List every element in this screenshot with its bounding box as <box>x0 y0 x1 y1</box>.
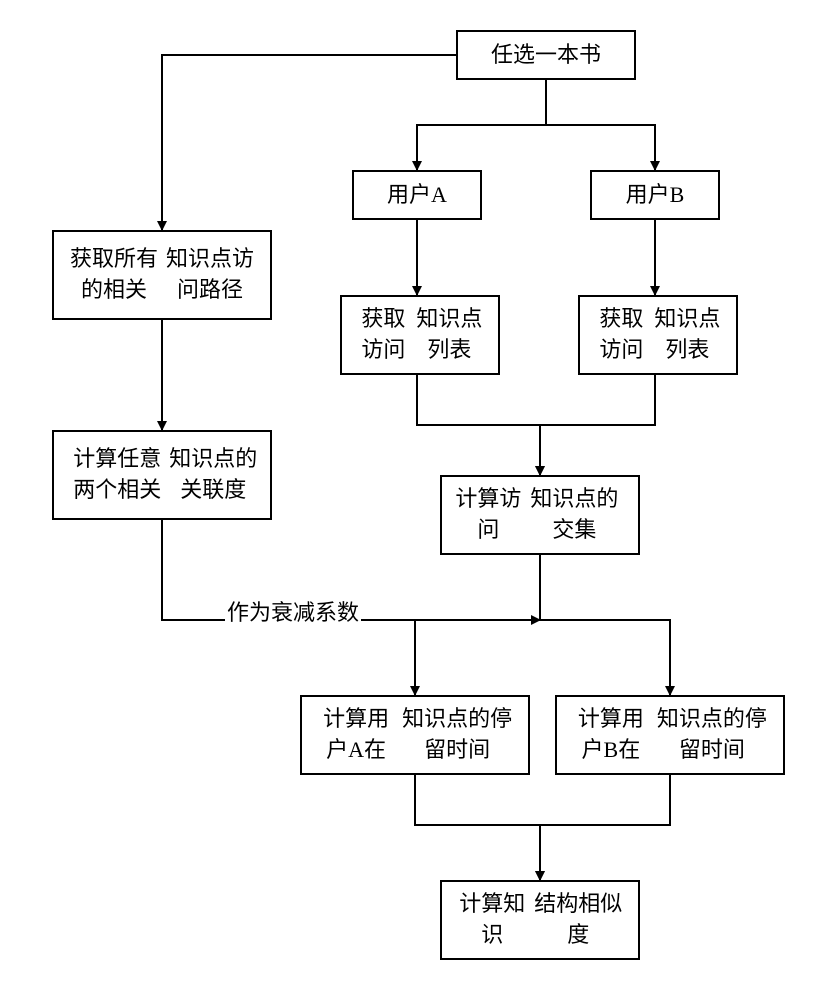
node-text: 计算知识 <box>454 889 530 951</box>
edge-start-user_b <box>546 80 655 170</box>
node-text: 知识点的交集 <box>523 484 626 546</box>
node-list_b: 获取访问知识点列表 <box>578 295 738 375</box>
node-get_paths: 获取所有的相关知识点访问路径 <box>52 230 272 320</box>
edge-dwell_b-similarity <box>540 775 670 880</box>
edge-start-user_a <box>417 80 546 170</box>
node-text: 知识点的停留时间 <box>653 704 771 766</box>
node-calc_relevance: 计算任意两个相关知识点的关联度 <box>52 430 272 520</box>
node-similarity: 计算知识结构相似度 <box>440 880 640 960</box>
node-intersection: 计算访问知识点的交集 <box>440 475 640 555</box>
node-text: 用户A <box>387 180 447 211</box>
node-text: 获取所有的相关 <box>66 244 162 306</box>
node-dwell_a: 计算用户A在知识点的停留时间 <box>300 695 530 775</box>
node-text: 知识点的关联度 <box>168 444 258 506</box>
node-text: 结构相似度 <box>530 889 626 951</box>
node-text: 知识点列表 <box>651 304 724 366</box>
node-text: 计算访问 <box>454 484 523 546</box>
edge-list_a-intersection <box>417 375 540 475</box>
edge-intersection-dwell_b <box>540 555 670 695</box>
node-text: 知识点的停留时间 <box>398 704 516 766</box>
node-text: 计算任意两个相关 <box>66 444 168 506</box>
node-text: 获取访问 <box>592 304 651 366</box>
edge-dwell_a-similarity <box>415 775 540 880</box>
node-list_a: 获取访问知识点列表 <box>340 295 500 375</box>
node-text: 知识点列表 <box>413 304 486 366</box>
node-text: 任选一本书 <box>491 40 601 71</box>
node-text: 获取访问 <box>354 304 413 366</box>
node-user_b: 用户B <box>590 170 720 220</box>
node-user_a: 用户A <box>352 170 482 220</box>
node-text: 用户B <box>626 180 685 211</box>
node-text: 知识点访问路径 <box>162 244 258 306</box>
edge-label-calc_relevance-split: 作为衰减系数 <box>225 595 361 627</box>
node-text: 计算用户B在 <box>569 704 653 766</box>
node-text: 计算用户A在 <box>314 704 398 766</box>
node-dwell_b: 计算用户B在知识点的停留时间 <box>555 695 785 775</box>
edge-intersection-dwell_a <box>415 555 540 695</box>
node-start: 任选一本书 <box>456 30 636 80</box>
edge-list_b-intersection <box>540 375 655 475</box>
